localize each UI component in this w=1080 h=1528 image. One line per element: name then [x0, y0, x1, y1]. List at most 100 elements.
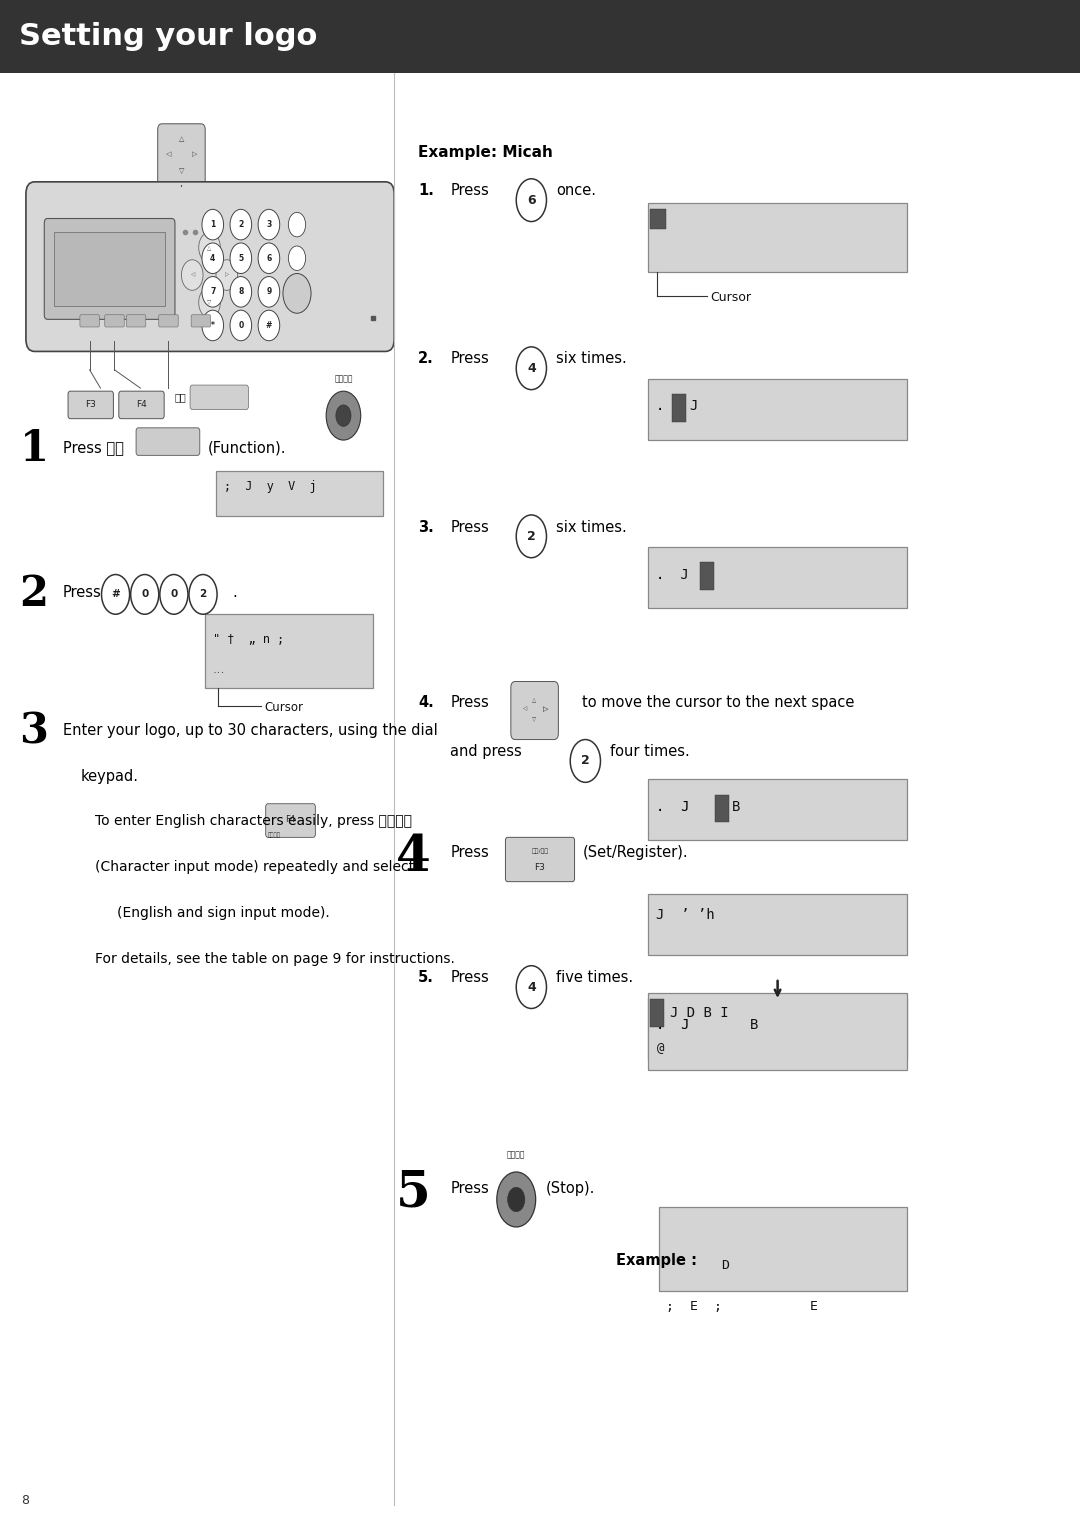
- Text: ▽: ▽: [179, 168, 184, 174]
- Text: To enter English characters easily, press 文字切替: To enter English characters easily, pres…: [95, 814, 413, 828]
- Text: Press: Press: [450, 845, 489, 860]
- Text: six times.: six times.: [556, 520, 627, 535]
- Circle shape: [336, 405, 351, 426]
- Text: J D B I: J D B I: [670, 1005, 728, 1021]
- Text: 3.: 3.: [418, 520, 434, 535]
- Text: four times.: four times.: [610, 744, 690, 759]
- Circle shape: [131, 575, 159, 614]
- Text: 4: 4: [527, 362, 536, 374]
- Circle shape: [189, 575, 217, 614]
- Text: B: B: [732, 799, 741, 814]
- Text: D: D: [721, 1259, 729, 1271]
- Text: #: #: [111, 590, 120, 599]
- FancyBboxPatch shape: [715, 795, 729, 822]
- Text: B: B: [750, 1018, 758, 1033]
- Circle shape: [258, 209, 280, 240]
- Text: 2: 2: [527, 530, 536, 542]
- FancyBboxPatch shape: [159, 315, 178, 327]
- Text: 0: 0: [171, 590, 177, 599]
- Text: 1: 1: [19, 428, 49, 469]
- Text: ◁: ◁: [190, 272, 194, 278]
- Text: *: *: [211, 321, 215, 330]
- Circle shape: [258, 243, 280, 274]
- Text: Example: Micah: Example: Micah: [418, 145, 553, 160]
- Text: six times.: six times.: [556, 351, 627, 367]
- Text: 2: 2: [19, 573, 49, 614]
- Text: 3: 3: [19, 711, 49, 752]
- Circle shape: [326, 391, 361, 440]
- Text: 2: 2: [239, 220, 243, 229]
- FancyBboxPatch shape: [650, 999, 664, 1027]
- Text: J: J: [672, 567, 689, 582]
- Text: 決定/登録: 決定/登録: [531, 848, 549, 854]
- FancyBboxPatch shape: [191, 315, 211, 327]
- Text: ▷: ▷: [192, 151, 197, 157]
- FancyBboxPatch shape: [68, 391, 113, 419]
- FancyBboxPatch shape: [266, 804, 315, 837]
- Circle shape: [102, 575, 130, 614]
- FancyBboxPatch shape: [158, 124, 205, 189]
- FancyBboxPatch shape: [126, 315, 146, 327]
- Text: ;  J  y  V  j: ; J y V j: [224, 480, 316, 494]
- Text: 4: 4: [211, 254, 215, 263]
- FancyBboxPatch shape: [119, 391, 164, 419]
- FancyBboxPatch shape: [648, 894, 907, 955]
- Text: J  ’ ’h: J ’ ’h: [656, 908, 714, 923]
- Text: 2.: 2.: [418, 351, 434, 367]
- Text: 1.: 1.: [418, 183, 434, 199]
- Text: ◁: ◁: [522, 706, 526, 712]
- Text: 9: 9: [267, 287, 271, 296]
- Text: For details, see the table on page 9 for instructions.: For details, see the table on page 9 for…: [95, 952, 455, 966]
- FancyBboxPatch shape: [44, 219, 175, 319]
- Text: ◁: ◁: [166, 151, 171, 157]
- Circle shape: [199, 232, 220, 263]
- Circle shape: [230, 209, 252, 240]
- Text: Press: Press: [450, 1181, 489, 1196]
- Text: 8: 8: [22, 1493, 29, 1507]
- FancyBboxPatch shape: [648, 547, 907, 608]
- FancyBboxPatch shape: [732, 1013, 746, 1041]
- Circle shape: [230, 243, 252, 274]
- FancyBboxPatch shape: [659, 1207, 907, 1291]
- Circle shape: [202, 310, 224, 341]
- Text: Cursor: Cursor: [265, 701, 303, 714]
- Text: Press: Press: [450, 970, 489, 986]
- Text: ;  E  ;           E: ; E ; E: [666, 1300, 819, 1313]
- Text: 6: 6: [527, 194, 536, 206]
- Text: 5.: 5.: [418, 970, 434, 986]
- Circle shape: [216, 260, 238, 290]
- Circle shape: [202, 277, 224, 307]
- Circle shape: [288, 212, 306, 237]
- Text: " †  „ n ;: " † „ n ;: [213, 634, 284, 646]
- Text: keypad.: keypad.: [81, 769, 139, 784]
- Text: .  J: . J: [656, 799, 689, 814]
- Circle shape: [199, 287, 220, 318]
- Text: ▷: ▷: [543, 706, 548, 712]
- Text: (Stop).: (Stop).: [545, 1181, 595, 1196]
- Text: △: △: [207, 244, 212, 251]
- Circle shape: [497, 1172, 536, 1227]
- Text: 文字切替: 文字切替: [268, 833, 281, 839]
- Text: 機能: 機能: [175, 393, 187, 402]
- Text: and press: and press: [450, 744, 522, 759]
- Circle shape: [258, 277, 280, 307]
- Text: Press: Press: [450, 183, 489, 199]
- Text: 5: 5: [396, 1169, 431, 1218]
- Circle shape: [160, 575, 188, 614]
- FancyBboxPatch shape: [105, 315, 124, 327]
- Text: 8: 8: [239, 287, 243, 296]
- Text: F4: F4: [136, 400, 147, 410]
- FancyBboxPatch shape: [700, 562, 714, 590]
- FancyBboxPatch shape: [26, 182, 394, 351]
- Text: .  J: . J: [656, 1018, 689, 1033]
- Text: ...: ...: [213, 668, 226, 674]
- Text: (Character input mode) repeatedly and select: (Character input mode) repeatedly and se…: [95, 860, 414, 874]
- Text: 0: 0: [141, 590, 148, 599]
- FancyBboxPatch shape: [715, 1013, 729, 1041]
- Text: 0: 0: [239, 321, 243, 330]
- Circle shape: [258, 310, 280, 341]
- Circle shape: [202, 209, 224, 240]
- Text: (Set/Register).: (Set/Register).: [583, 845, 689, 860]
- Circle shape: [181, 260, 203, 290]
- Text: ▽: ▽: [532, 717, 537, 723]
